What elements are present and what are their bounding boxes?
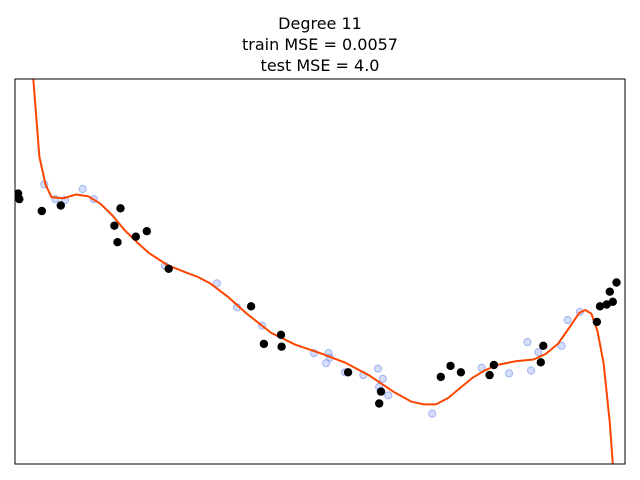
test-point-18 — [446, 361, 455, 371]
train-point-25 — [557, 341, 566, 350]
train-point-3 — [78, 184, 87, 194]
test-point-17 — [436, 372, 445, 382]
test-point-28 — [608, 297, 617, 306]
chart-title-line-1: Degree 11 — [278, 14, 362, 33]
test-point-14 — [343, 368, 353, 377]
train-point-10 — [322, 359, 331, 368]
test-point-19 — [456, 368, 466, 377]
test-point-13 — [277, 342, 286, 351]
test-point-25 — [595, 302, 605, 311]
test-point-3 — [56, 201, 65, 210]
test-point-27 — [605, 287, 614, 296]
test-point-7 — [131, 232, 140, 241]
chart-title-line-2: train MSE = 0.0057 — [242, 35, 398, 54]
train-point-19 — [428, 409, 437, 418]
test-point-15 — [376, 387, 386, 396]
test-point-12 — [276, 330, 286, 339]
chart-title: Degree 11 train MSE = 0.0057 test MSE = … — [242, 14, 398, 75]
train-point-18 — [384, 391, 393, 400]
chart-title-line-3: test MSE = 4.0 — [261, 56, 380, 75]
test-point-4 — [110, 221, 119, 230]
train-point-23 — [527, 366, 536, 375]
test-point-10 — [246, 302, 256, 311]
test-point-8 — [142, 227, 151, 236]
train-point-24 — [534, 348, 543, 357]
test-point-9 — [164, 264, 173, 273]
train-point-6 — [212, 279, 221, 288]
train-point-17 — [378, 374, 387, 383]
test-point-6 — [116, 204, 125, 213]
train-point-26 — [563, 316, 572, 325]
test-point-1 — [15, 194, 24, 204]
test-point-22 — [536, 358, 545, 367]
test-point-29 — [612, 278, 621, 287]
test-point-24 — [592, 317, 602, 327]
plot-marks — [15, 79, 621, 464]
plot-frame — [14, 78, 626, 465]
plot-area-background — [15, 79, 625, 464]
train-point-15 — [373, 364, 382, 373]
fit-curve-line — [32, 79, 614, 464]
train-point-21 — [505, 369, 514, 378]
train-point-22 — [523, 338, 532, 347]
test-point-5 — [113, 238, 122, 247]
test-point-20 — [485, 370, 494, 380]
test-point-2 — [37, 206, 46, 216]
test-point-11 — [259, 339, 269, 349]
test-point-23 — [539, 341, 548, 350]
test-point-21 — [489, 360, 499, 370]
test-point-16 — [375, 399, 384, 408]
